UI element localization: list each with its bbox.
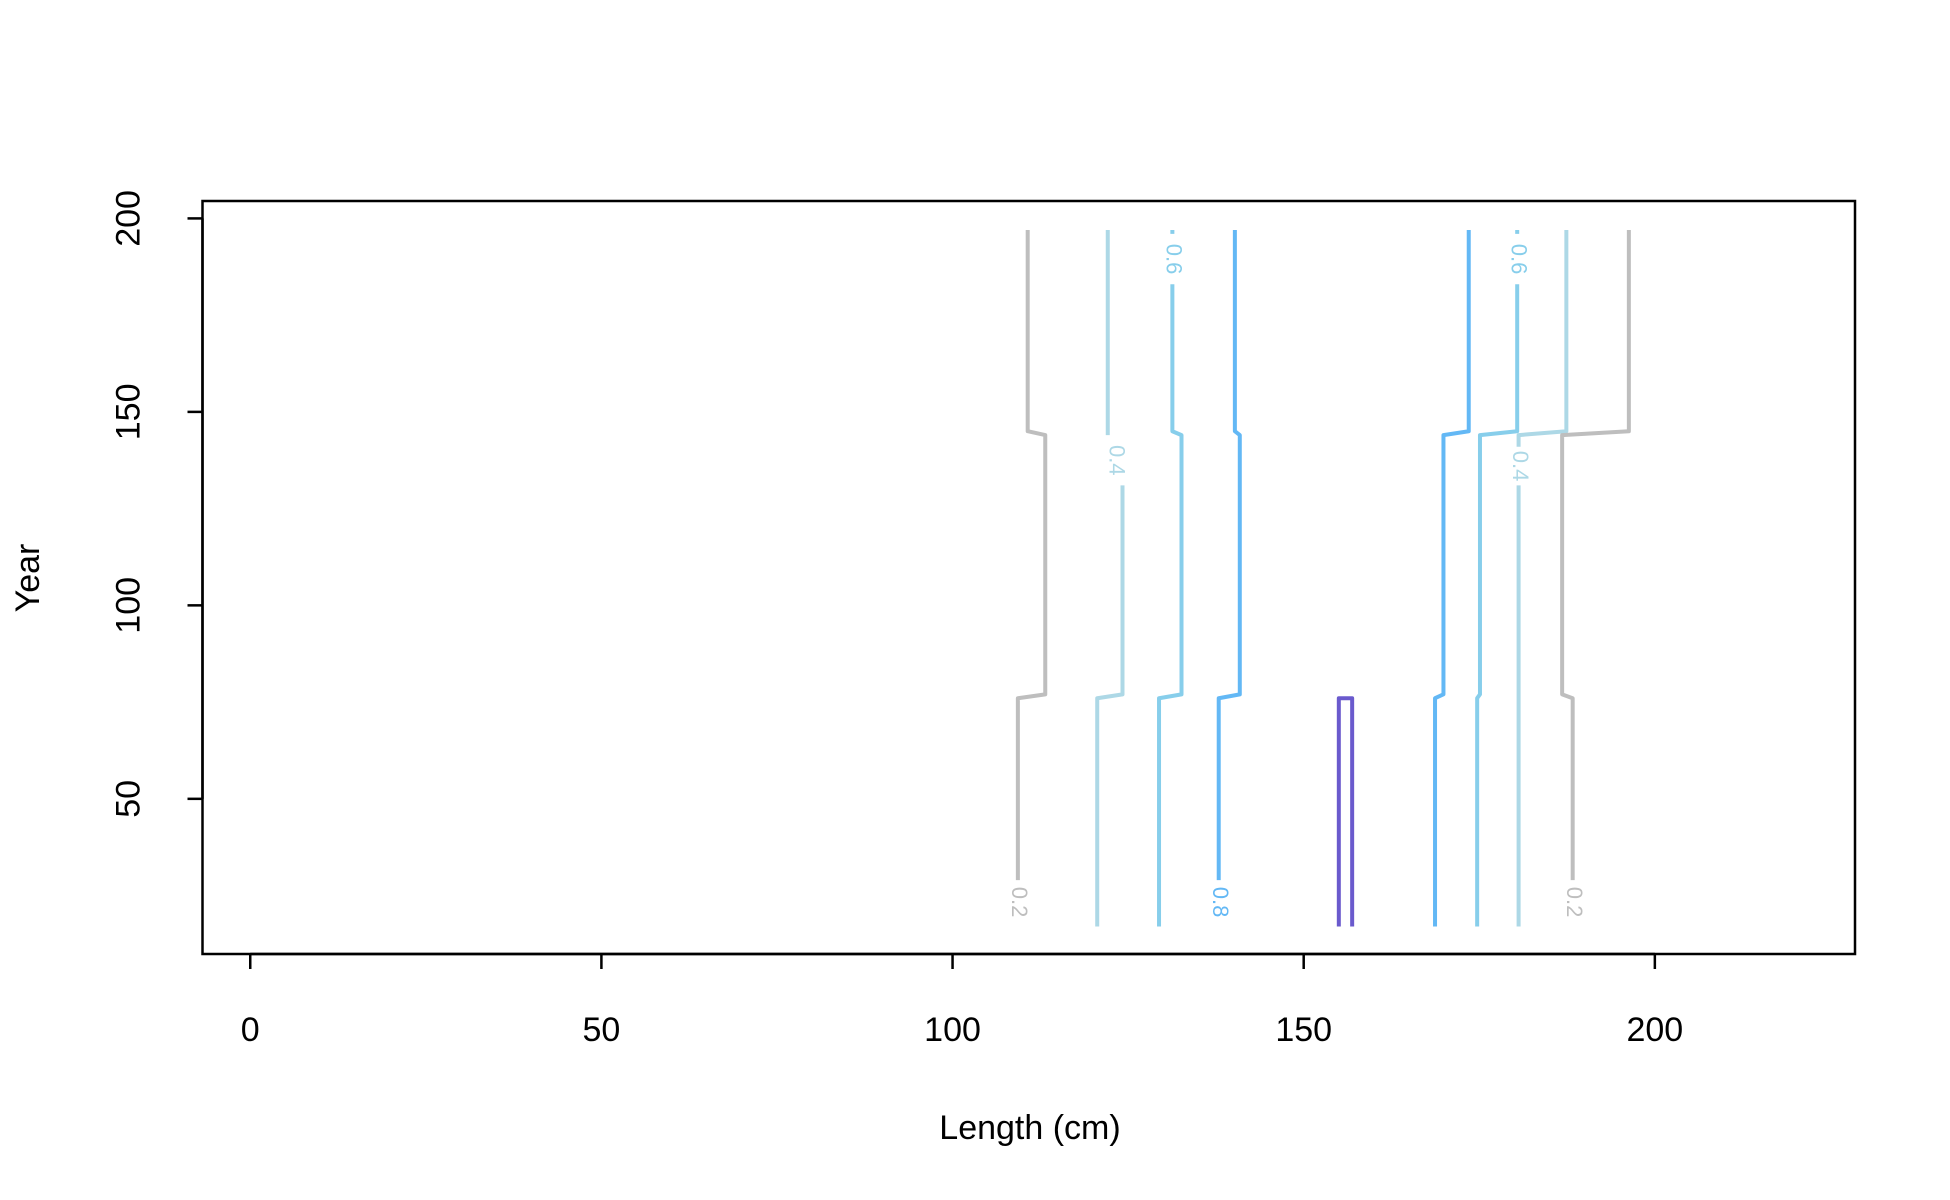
contour-label: 0.8 — [1208, 887, 1233, 918]
contour-line — [1433, 230, 1471, 927]
contour-label: 0.4 — [1508, 451, 1533, 482]
contour-label: 0.4 — [1104, 445, 1129, 476]
contour-line — [1216, 230, 1242, 881]
y-tick-label: 150 — [109, 384, 147, 441]
y-tick-label: 200 — [109, 190, 147, 247]
x-tick-label: 100 — [924, 1011, 981, 1049]
contour-line — [1095, 230, 1125, 927]
contour-line — [1475, 230, 1520, 927]
contour-label: 0.6 — [1506, 244, 1531, 275]
contour-label: 0.6 — [1162, 244, 1187, 275]
y-tick-label: 100 — [109, 577, 147, 634]
x-tick-label: 50 — [582, 1011, 620, 1049]
contour-line — [1157, 230, 1184, 927]
x-tick-label: 0 — [241, 1011, 260, 1049]
contour-line — [1336, 696, 1355, 927]
x-tick-label: 150 — [1275, 1011, 1332, 1049]
y-tick-label: 50 — [109, 780, 147, 818]
y-axis-title: Year — [9, 544, 47, 613]
x-tick-label: 200 — [1626, 1011, 1683, 1049]
contour-line — [1516, 230, 1569, 927]
contour-line — [1015, 230, 1048, 881]
contour-label: 0.2 — [1007, 887, 1032, 918]
contour-line — [1560, 230, 1631, 881]
x-axis-title: Length (cm) — [939, 1109, 1120, 1147]
contour-label: 0.2 — [1562, 887, 1587, 918]
